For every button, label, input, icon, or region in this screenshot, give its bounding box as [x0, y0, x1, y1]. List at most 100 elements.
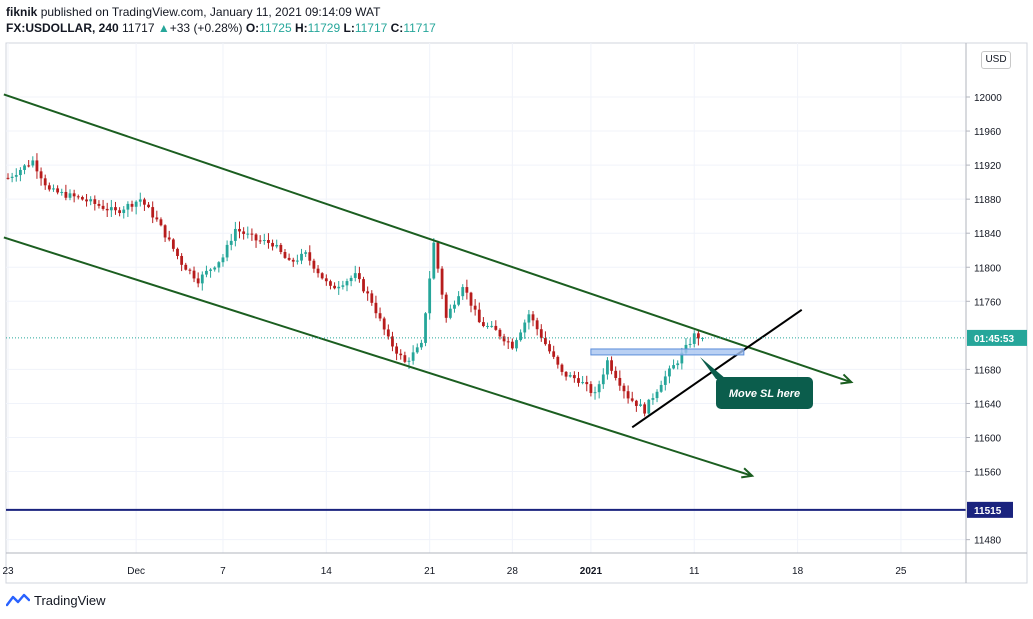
- candle: [27, 160, 31, 168]
- annotation-callout[interactable]: Move SL here: [700, 357, 813, 409]
- ohlc-line: FX:USDOLLAR, 240 11717 ▲+33 (+0.28%) O:1…: [6, 20, 436, 36]
- support-trendline: [631, 308, 803, 429]
- candle: [659, 380, 663, 393]
- channel-lower-arrow: [741, 467, 755, 479]
- candle-body: [39, 171, 43, 179]
- price-tick-label: 11920: [974, 161, 1002, 172]
- candle-body: [6, 177, 10, 179]
- time-tick-label: 11: [689, 566, 700, 577]
- tradingview-logo-icon: [6, 593, 30, 607]
- candle-body: [465, 287, 469, 293]
- callout-box: [716, 377, 813, 409]
- candle: [399, 349, 403, 360]
- channel-upper-arrow: [840, 373, 854, 385]
- candle-body: [291, 259, 295, 262]
- candle-body: [482, 322, 485, 327]
- time-tick-label: 14: [321, 566, 333, 577]
- candle-body: [200, 274, 204, 284]
- candle: [643, 402, 647, 417]
- candle: [548, 340, 551, 354]
- candle: [221, 254, 225, 267]
- candle: [250, 228, 254, 241]
- candle: [246, 226, 250, 239]
- candle-body: [378, 313, 382, 319]
- candle: [593, 386, 597, 400]
- candle: [76, 194, 80, 200]
- candle: [109, 199, 113, 218]
- candle-body: [180, 255, 184, 265]
- candle: [527, 309, 531, 330]
- close-value: 11717: [403, 21, 436, 35]
- candle-body: [114, 207, 117, 211]
- candle-body: [601, 374, 605, 385]
- candle: [180, 253, 184, 272]
- open-value: 11725: [259, 21, 292, 35]
- candle-body: [254, 234, 258, 241]
- candle-body: [171, 239, 175, 249]
- footer-brand[interactable]: TradingView: [6, 592, 106, 608]
- candle: [151, 201, 155, 224]
- candle-body: [494, 325, 498, 330]
- candle-body: [610, 360, 613, 371]
- candle: [668, 365, 671, 384]
- candle: [453, 300, 456, 313]
- candle: [374, 295, 378, 319]
- candle-body: [692, 333, 696, 344]
- last-price-tag: [967, 329, 1027, 346]
- candle: [229, 233, 233, 251]
- candle-body: [155, 217, 159, 220]
- price-tick-label: 11560: [974, 468, 1002, 479]
- candle-body: [56, 188, 60, 193]
- candle: [597, 380, 601, 399]
- candle-body: [97, 203, 101, 206]
- candle-body: [312, 260, 316, 269]
- candle: [486, 322, 489, 329]
- candle: [258, 235, 262, 245]
- candle-body: [68, 193, 72, 198]
- candle: [651, 393, 655, 405]
- candle: [35, 153, 39, 179]
- grid: [5, 42, 1028, 584]
- symbol-label[interactable]: FX:USDOLLAR, 240: [6, 21, 119, 35]
- published-text: published on TradingView.com, January 11…: [40, 5, 381, 19]
- candle-body: [246, 233, 250, 235]
- candle: [333, 282, 336, 290]
- sl-zone-rectangle[interactable]: [590, 348, 745, 356]
- candle: [432, 238, 436, 280]
- candle: [577, 371, 580, 387]
- candle: [52, 184, 55, 192]
- author-name[interactable]: fiknik: [6, 5, 38, 19]
- price-tick-label: 11480: [974, 536, 1002, 547]
- candle: [56, 185, 60, 195]
- time-tick-label: 7: [220, 566, 226, 577]
- publish-line: fiknik published on TradingView.com, Jan…: [6, 4, 436, 20]
- candle-body: [618, 377, 622, 386]
- candle-body: [341, 285, 345, 287]
- chart-header: fiknik published on TradingView.com, Jan…: [6, 4, 436, 36]
- currency-button[interactable]: USD: [981, 51, 1011, 69]
- candle-body: [134, 201, 138, 207]
- candle-body: [163, 225, 167, 238]
- candle-body: [10, 176, 14, 178]
- candle: [357, 266, 361, 283]
- callout-text: Move SL here: [729, 388, 800, 400]
- candle-body: [316, 268, 320, 274]
- candle-body: [634, 400, 638, 406]
- candle: [444, 292, 448, 323]
- candle-body: [52, 188, 55, 190]
- candle: [316, 265, 320, 278]
- candle: [134, 200, 138, 215]
- candle: [581, 376, 585, 385]
- candle-body: [688, 343, 692, 345]
- candle: [589, 381, 593, 397]
- candle: [655, 389, 659, 403]
- candle: [233, 221, 237, 247]
- candle-body: [27, 165, 31, 167]
- candle: [47, 182, 51, 192]
- low-label: L:: [343, 21, 355, 35]
- candle: [184, 262, 188, 271]
- candle-body: [531, 314, 535, 321]
- candle-body: [486, 325, 489, 327]
- axes: 12000 11960 11920 11880 11840 11800 11760 11680…: [2, 43, 1027, 583]
